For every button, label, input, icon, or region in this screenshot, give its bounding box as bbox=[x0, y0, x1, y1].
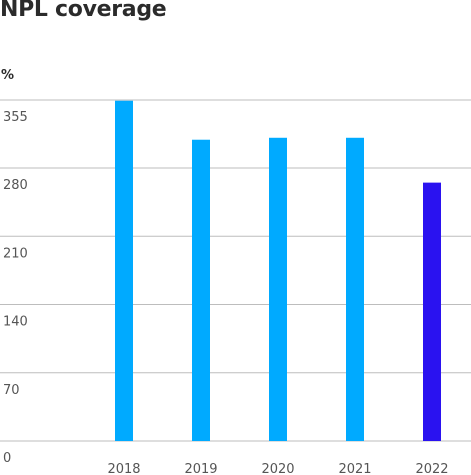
y-tick-label: 210 bbox=[3, 246, 28, 261]
y-tick-label: 355 bbox=[3, 110, 28, 125]
bars bbox=[115, 100, 441, 441]
bar-2022 bbox=[423, 182, 441, 441]
y-tick-label: 70 bbox=[3, 383, 20, 398]
bar-2020 bbox=[269, 137, 287, 441]
gridlines bbox=[0, 99, 471, 442]
x-tick-label: 2020 bbox=[261, 462, 294, 475]
x-tick-label: 2022 bbox=[415, 462, 448, 475]
x-tick-label: 2019 bbox=[184, 462, 217, 475]
chart-title: NPL coverage bbox=[0, 0, 167, 22]
bar-2019 bbox=[192, 139, 210, 441]
x-tick-labels: 2018 2019 2020 2021 2022 bbox=[107, 462, 448, 475]
y-tick-labels: 0 70 140 210 280 355 bbox=[3, 110, 28, 466]
bar-2021 bbox=[346, 137, 364, 441]
y-tick-label: 280 bbox=[3, 178, 28, 193]
y-axis-unit: % bbox=[1, 68, 15, 83]
y-tick-label: 140 bbox=[3, 315, 28, 330]
bar-2018 bbox=[115, 100, 133, 441]
y-tick-label: 0 bbox=[3, 451, 11, 466]
x-tick-label: 2021 bbox=[338, 462, 371, 475]
x-tick-label: 2018 bbox=[107, 462, 140, 475]
